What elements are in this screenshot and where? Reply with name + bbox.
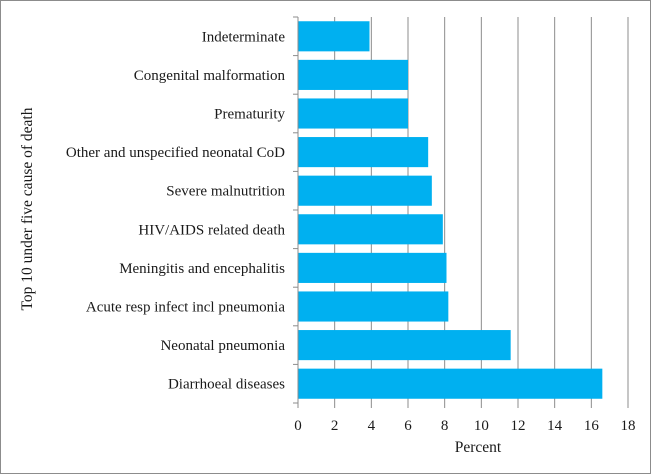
category-label: Acute resp infect incl pneumonia (86, 300, 285, 316)
bar (298, 98, 408, 129)
x-tick-label: 0 (294, 418, 302, 434)
category-label: Neonatal pneumonia (160, 338, 285, 354)
bar (298, 252, 447, 283)
category-label: Diarrhoeal diseases (168, 377, 285, 393)
category-label: Prematurity (214, 107, 285, 123)
bar (298, 59, 408, 90)
x-tick-label: 2 (331, 418, 339, 434)
bars (298, 21, 603, 399)
category-label: Meningitis and encephalitis (119, 261, 285, 277)
category-label: Indeterminate (202, 29, 286, 45)
x-tick-label: 16 (584, 418, 600, 434)
bar (298, 214, 443, 245)
bar (298, 368, 603, 399)
x-axis-label: Percent (455, 439, 502, 456)
bar (298, 291, 449, 322)
x-tick-label: 18 (621, 418, 636, 434)
x-tick-label: 10 (474, 418, 489, 434)
bar (298, 330, 511, 361)
category-label: HIV/AIDS related death (138, 222, 285, 238)
x-tick-label: 4 (368, 418, 376, 434)
labels: 0 2 4 6 8 10 12 14 16 18 Indeterminate Congenital m… (66, 29, 636, 434)
x-tick-label: 14 (547, 418, 563, 434)
axes (293, 16, 629, 408)
bar (298, 21, 370, 52)
category-label: Severe malnutrition (166, 184, 285, 200)
x-tick-label: 6 (404, 418, 412, 434)
category-label: Congenital malformation (134, 68, 286, 84)
category-label: Other and unspecified neonatal CoD (66, 145, 285, 161)
bar (298, 137, 429, 168)
x-tick-label: 12 (511, 418, 526, 434)
x-tick-label: 8 (441, 418, 449, 434)
bar (298, 175, 432, 206)
y-axis-label: Top 10 under five cause of death (19, 107, 36, 310)
